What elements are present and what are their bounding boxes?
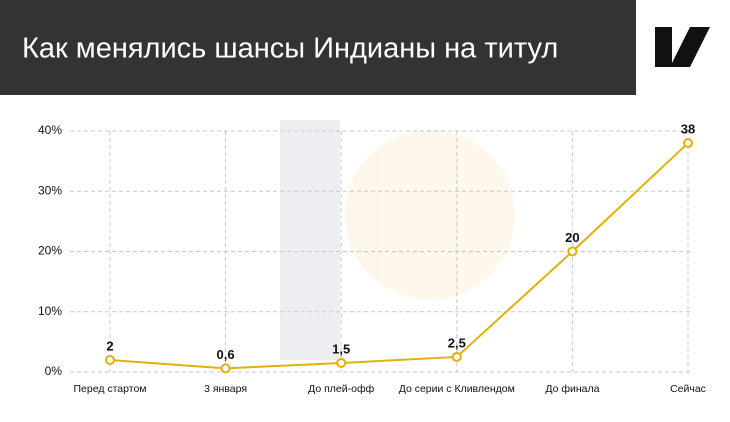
chart-title: Как менялись шансы Индианы на титул	[22, 33, 558, 65]
x-tick-label: До финала	[545, 383, 599, 395]
x-tick-label: Перед стартом	[73, 383, 146, 395]
x-tick-label: До плей-офф	[308, 383, 374, 395]
x-tick-label: 3 января	[204, 383, 247, 395]
data-label: 2,5	[448, 335, 466, 350]
y-tick-label: 10%	[38, 304, 62, 318]
marker	[567, 246, 578, 257]
marker	[683, 138, 693, 149]
data-label: 1,5	[332, 341, 350, 356]
y-tick-label: 30%	[38, 183, 62, 197]
header-bar	[0, 0, 636, 95]
y-tick-label: 40%	[38, 123, 62, 137]
brand-logo	[655, 27, 710, 67]
data-label: 0,6	[217, 347, 235, 362]
x-tick-label: До серии с Кливлендом	[399, 383, 515, 395]
line	[109, 142, 689, 370]
marker	[220, 363, 231, 374]
watermark	[280, 120, 515, 360]
marker	[451, 351, 462, 362]
data-label: 20	[565, 230, 579, 245]
y-tick-label: 0%	[45, 364, 63, 378]
marker	[336, 357, 347, 368]
x-tick-label: Сейчас	[670, 383, 706, 395]
data-label: 2	[106, 338, 113, 353]
y-tick-label: 20%	[38, 244, 62, 258]
data-label: 38	[681, 121, 695, 136]
marker	[105, 354, 115, 365]
